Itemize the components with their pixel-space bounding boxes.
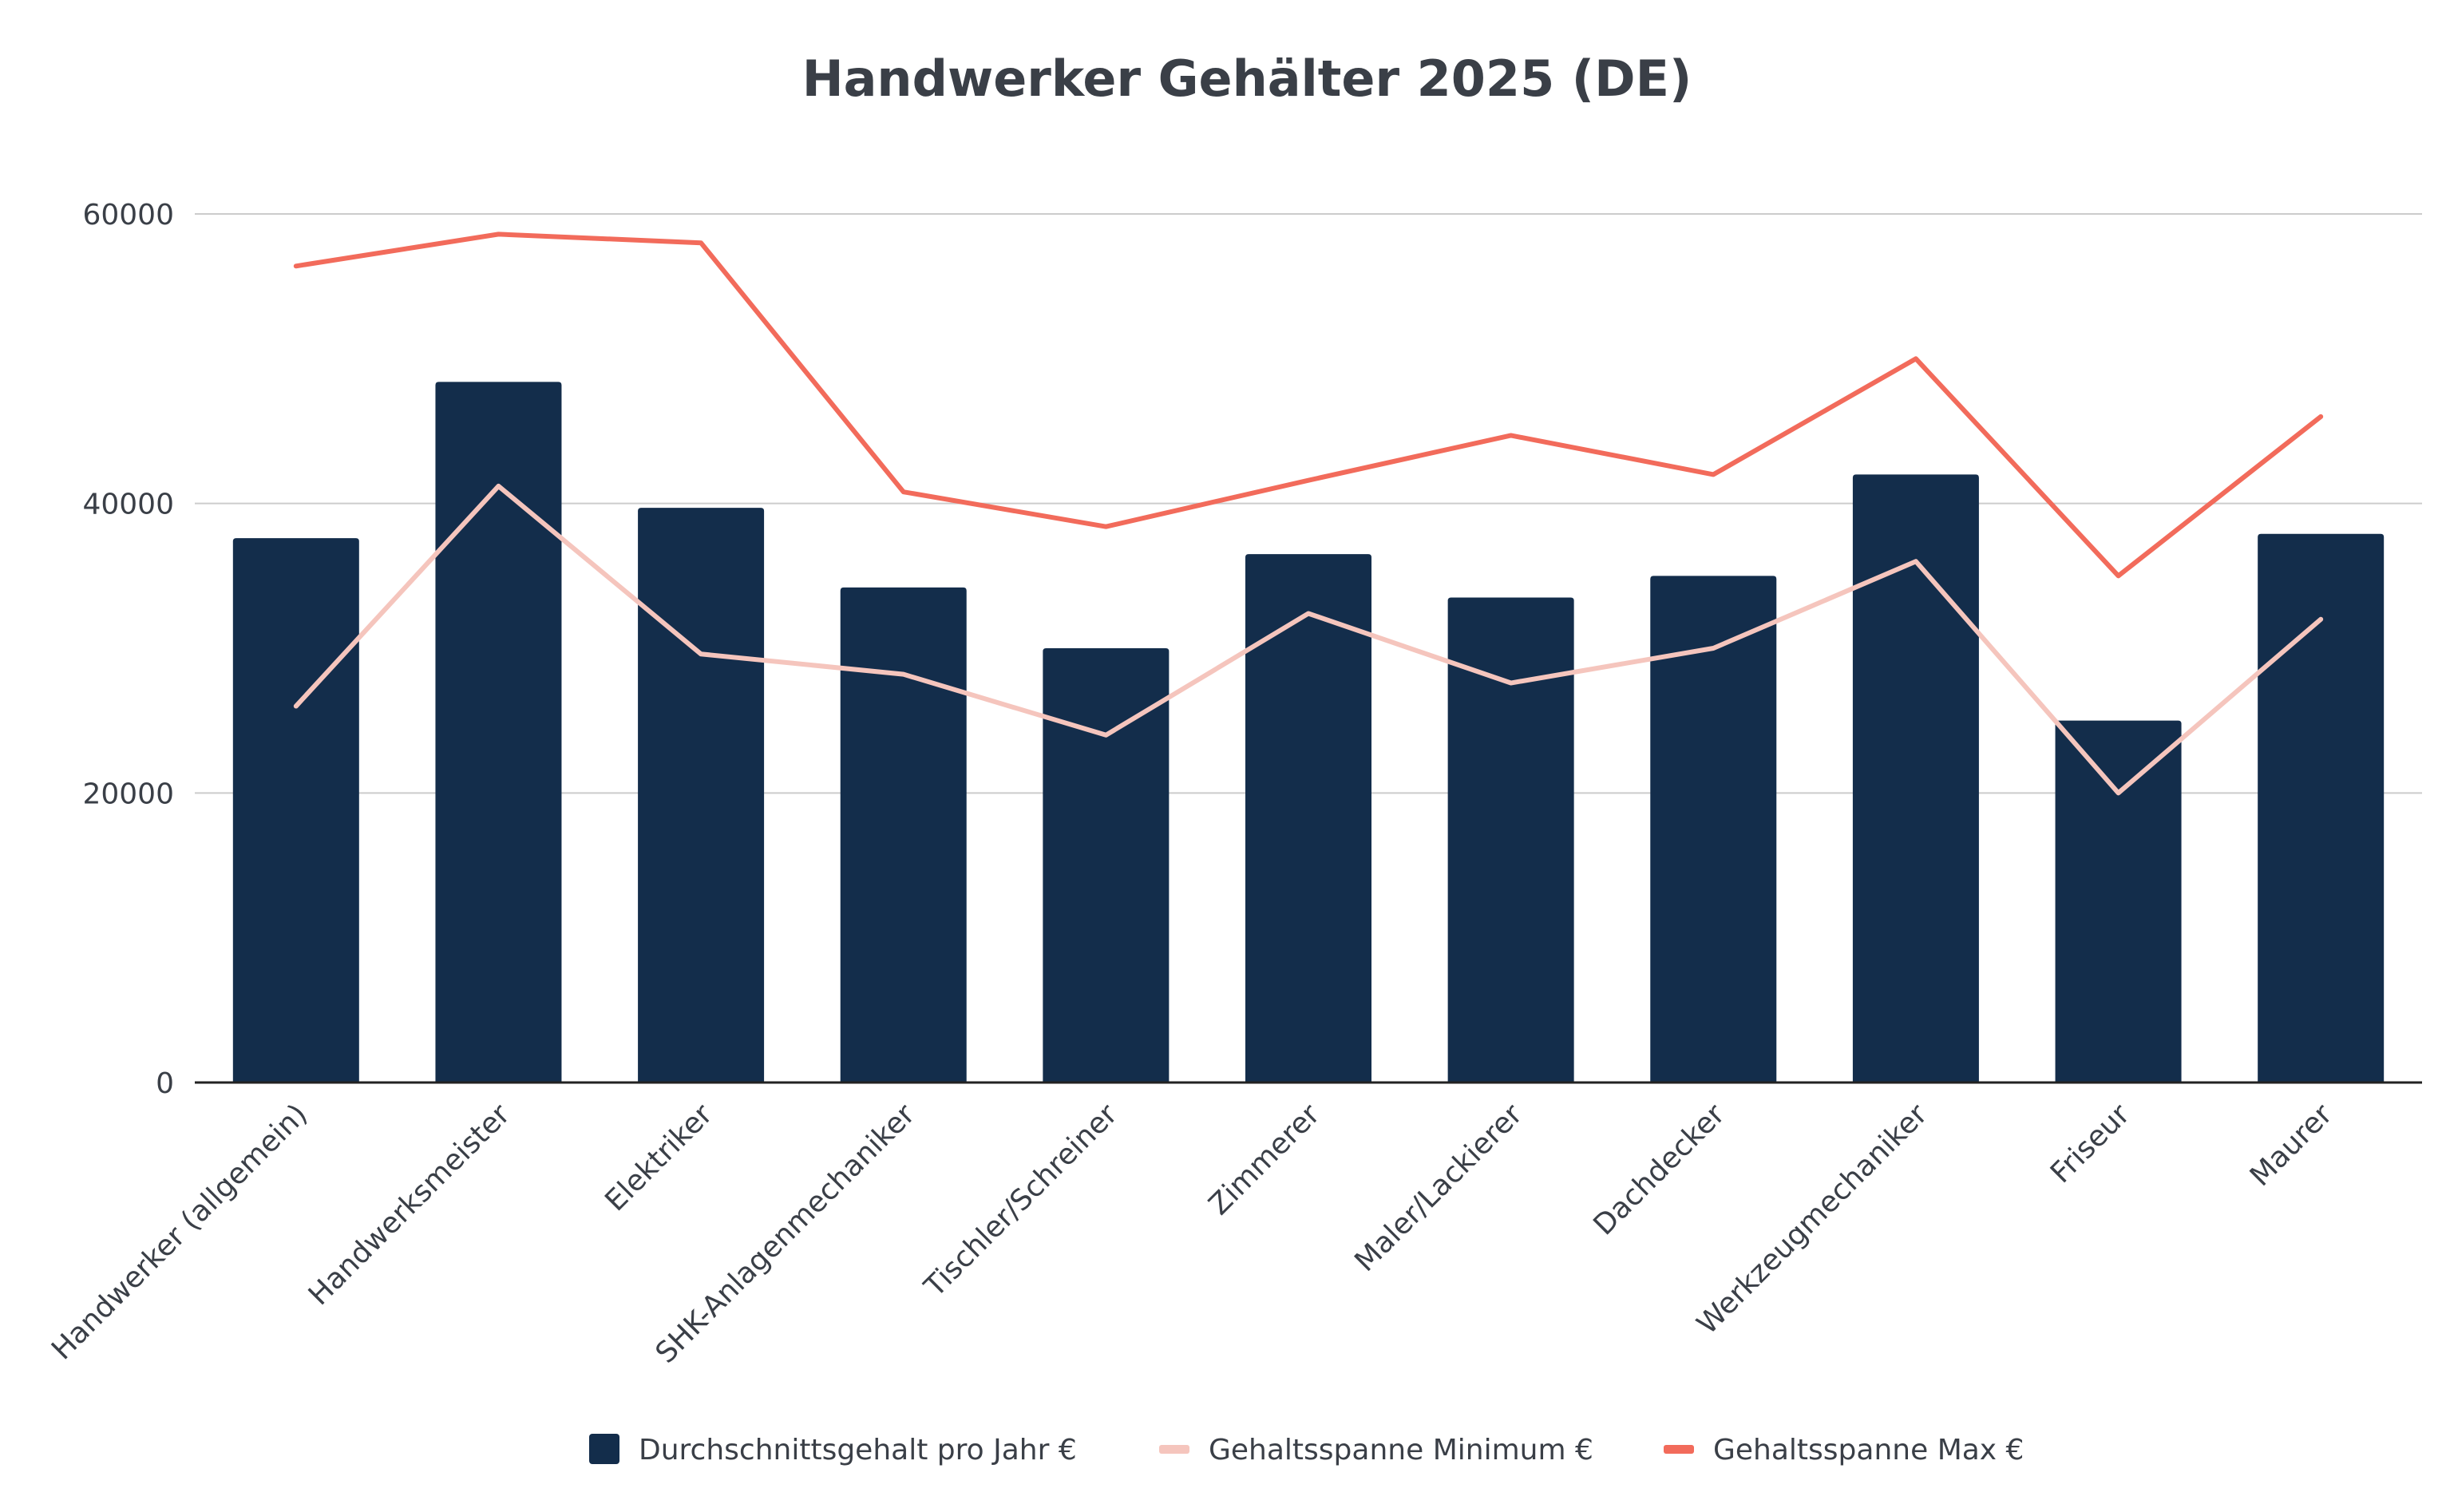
x-tick-label: Handwerksmeister [303,1098,517,1312]
x-tick-label: Zimmerer [1203,1098,1327,1221]
legend-swatch-bar [589,1434,619,1464]
bar [1650,576,1777,1083]
bar [232,538,359,1083]
legend-label: Gehaltsspanne Max € [1713,1434,2024,1466]
legend-label: Durchschnittsgehalt pro Jahr € [639,1434,1077,1466]
series-line [293,483,2324,796]
legend: Durchschnittsgehalt pro Jahr € Gehaltsspa… [589,1434,2024,1466]
legend-label: Gehaltsspanne Minimum € [1209,1434,1593,1466]
bar [2258,533,2385,1083]
bar [638,508,765,1083]
series-line [293,232,2324,579]
bar [840,587,967,1083]
line-series [293,232,2324,796]
legend-swatch-line [1159,1445,1189,1454]
x-tick-label: Tischler/Schreiner [918,1098,1124,1304]
y-axis-ticks: 0 20000 40000 60000 [82,199,174,1100]
bar [1245,554,1371,1083]
x-tick-label: Maler/Lackierer [1348,1098,1529,1278]
x-tick-label: Dachdecker [1588,1098,1732,1241]
bar [2055,720,2182,1083]
x-tick-label: Maurer [2244,1098,2339,1193]
y-tick-label: 20000 [82,778,174,810]
bar [1852,474,1979,1083]
y-tick-label: 0 [156,1067,174,1100]
chart-title: Handwerker Gehälter 2025 (DE) [802,49,1692,108]
x-tick-label: Friseur [2044,1098,2136,1189]
y-tick-label: 60000 [82,199,174,232]
bar [435,382,562,1083]
bar-series [232,382,2385,1083]
legend-swatch-line [1664,1445,1694,1454]
x-tick-label: Elektriker [599,1098,718,1217]
x-tick-label: Werkzeugmechaniker [1691,1098,1933,1340]
y-tick-label: 40000 [82,489,174,521]
x-axis-labels: Handwerker (allgemein)Handwerksmeister El… [46,1098,2339,1370]
x-tick-label: Handwerker (allgemein) [46,1098,314,1366]
bar [1447,597,1574,1083]
bar [1043,648,1170,1083]
